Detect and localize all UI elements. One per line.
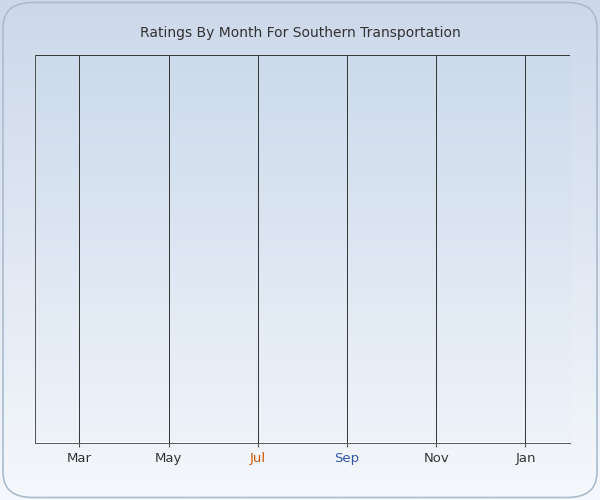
Text: Ratings By Month For Southern Transportation: Ratings By Month For Southern Transporta…	[140, 26, 460, 40]
